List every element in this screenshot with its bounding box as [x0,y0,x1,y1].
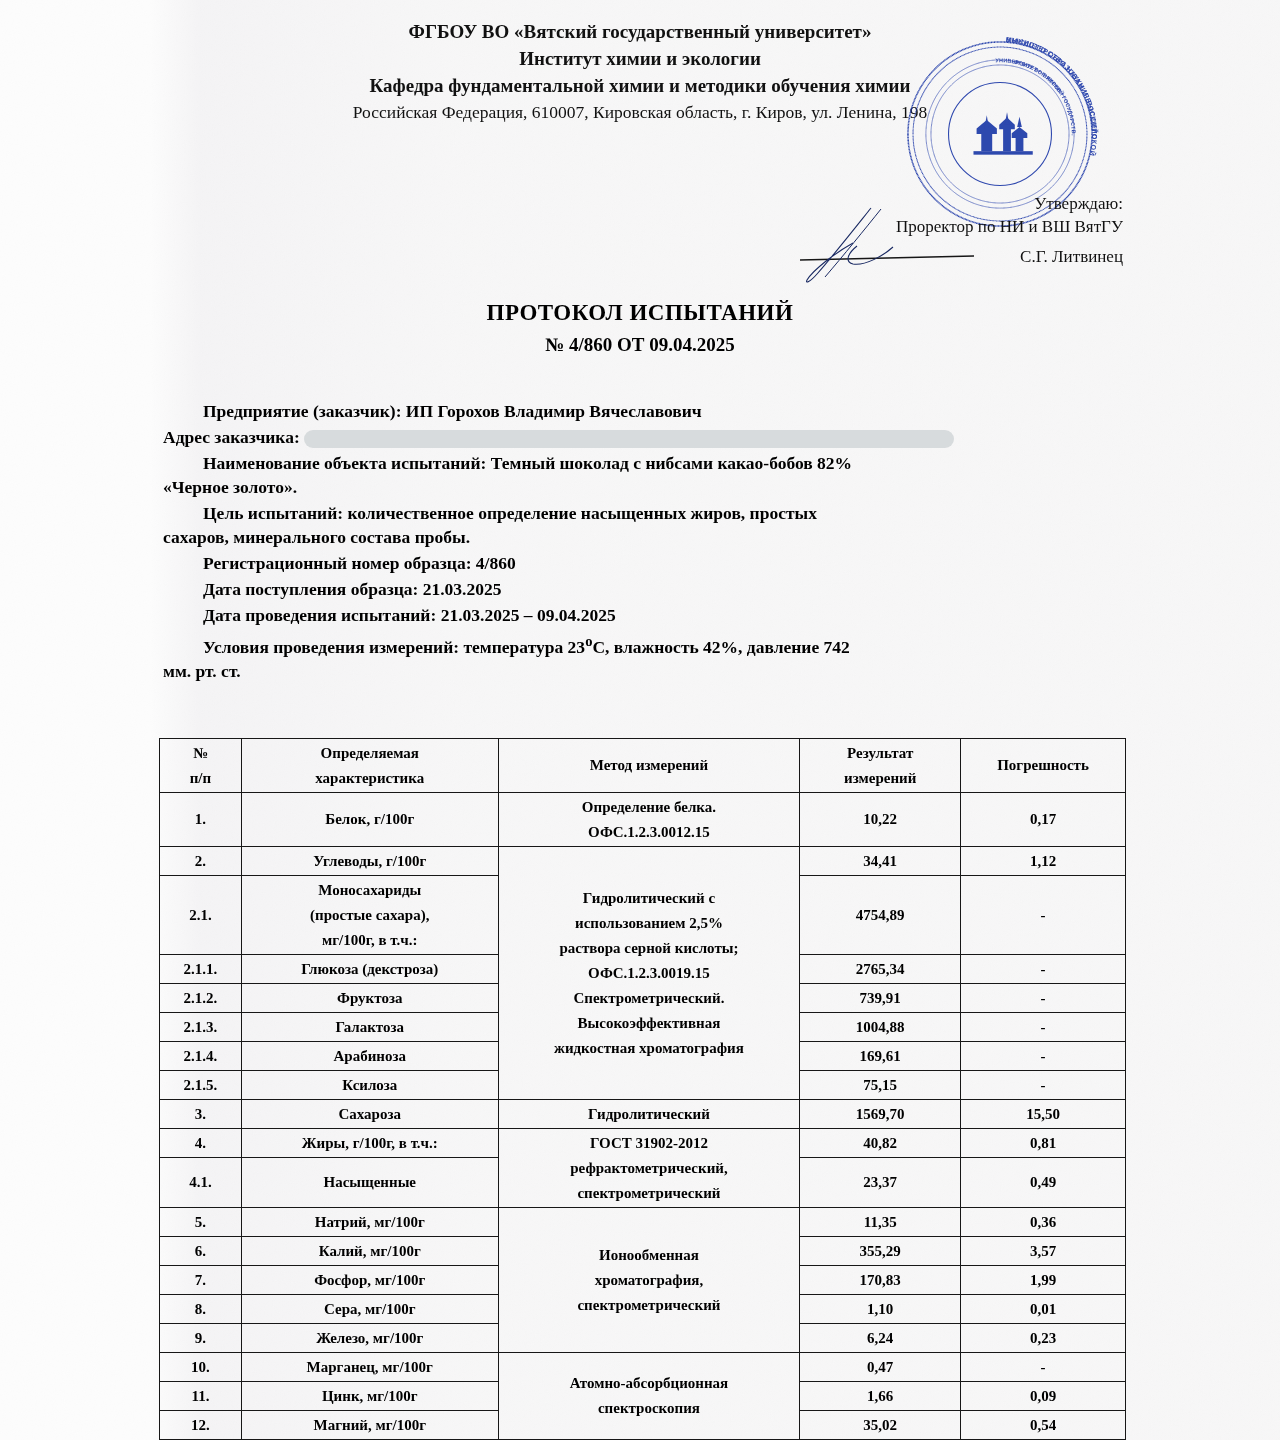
svg-text:УНИВЕРСИТЕТ * Г. КИРОВ *: УНИВЕРСИТЕТ * Г. КИРОВ * [995,57,1065,97]
